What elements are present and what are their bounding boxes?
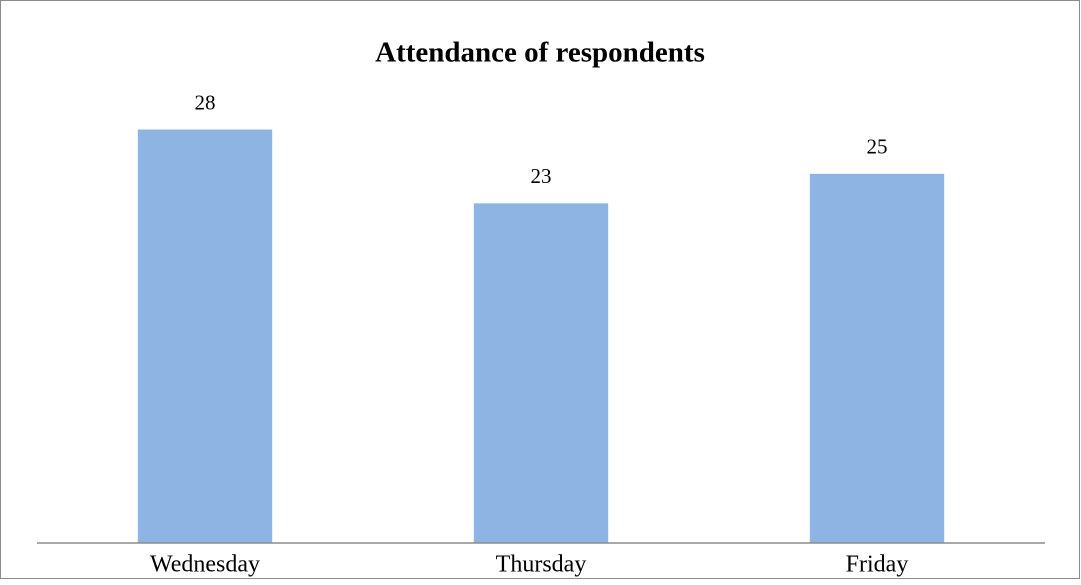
data-label: 23 (531, 164, 552, 188)
data-label: 28 (195, 90, 216, 114)
chart-title: Attendance of respondents (375, 37, 705, 69)
bar (809, 173, 945, 544)
bar (137, 129, 273, 544)
data-label: 25 (867, 135, 888, 159)
x-tick-label: Wednesday (150, 552, 260, 578)
x-tick-label: Friday (846, 552, 909, 578)
x-tick-label: Thursday (496, 552, 587, 578)
bar (473, 203, 609, 543)
